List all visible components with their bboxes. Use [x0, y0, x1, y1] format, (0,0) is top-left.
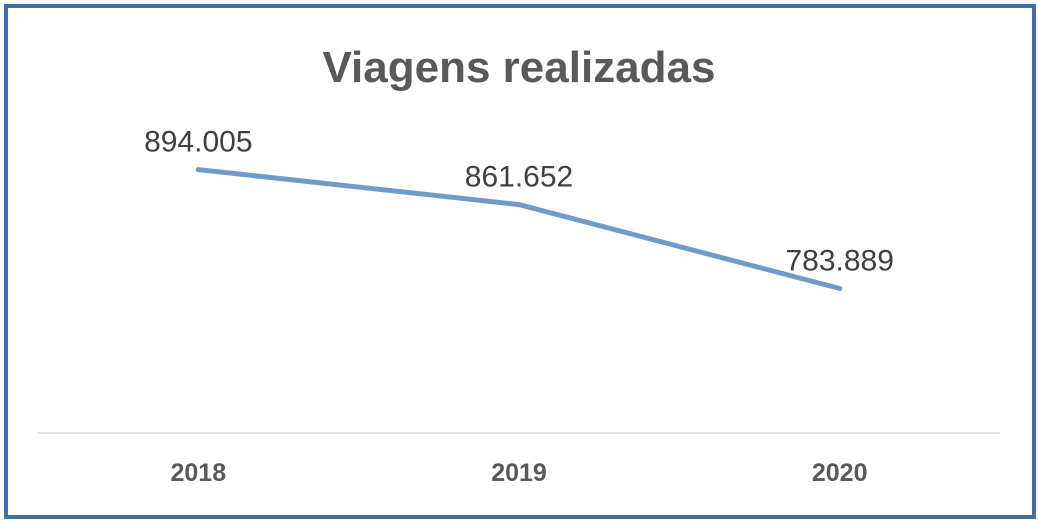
data-point: [516, 202, 522, 208]
data-label: 894.005: [144, 126, 252, 159]
data-label: 783.889: [785, 245, 893, 278]
data-labels: 894.005 861.652 783.889: [144, 126, 894, 278]
x-tick-label: 2019: [491, 459, 547, 487]
x-tick-labels: 2018 2019 2020: [170, 459, 867, 487]
data-label: 861.652: [465, 161, 573, 194]
x-tick-label: 2020: [812, 459, 868, 487]
chart-title: Viagens realizadas: [323, 43, 716, 92]
data-point: [195, 167, 201, 173]
data-point: [837, 286, 843, 291]
series-group: [195, 167, 843, 291]
x-tick-label: 2018: [170, 459, 226, 487]
